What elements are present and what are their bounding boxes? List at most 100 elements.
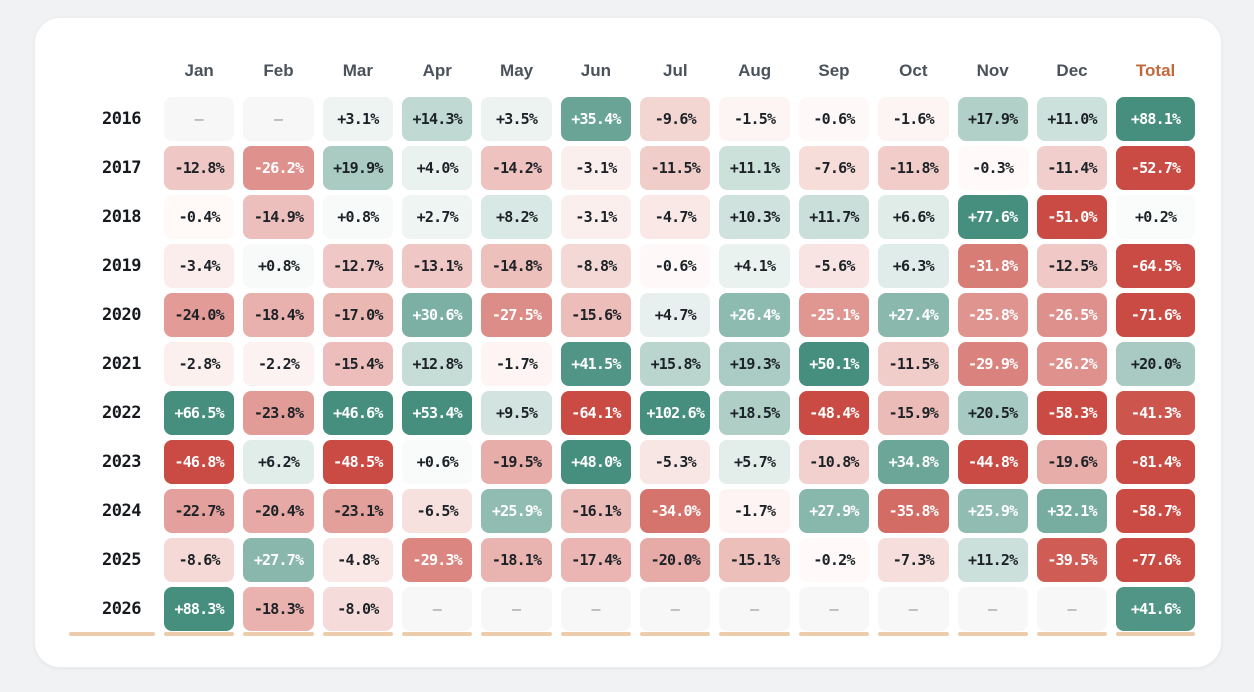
heatmap-cell-2021-dec: -26.2% — [1036, 342, 1108, 386]
heatmap-cell-2024-feb: -20.4% — [243, 489, 314, 533]
column-header-feb: Feb — [263, 61, 294, 80]
heatmap-cell-2026-dec: – — [1036, 587, 1108, 636]
total-cell-2019: -64.5% — [1116, 244, 1195, 288]
row-year-label: 2016 — [102, 109, 141, 129]
heatmap-cell-2021-aug: +19.3% — [719, 342, 790, 386]
heatmap-cell-2023-nov: -44.8% — [957, 440, 1028, 484]
heatmap-cell-2026-mar: -8.0% — [322, 587, 394, 636]
heatmap-cell-2026-oct: – — [878, 587, 949, 636]
row-year-label: 2021 — [102, 354, 141, 374]
heatmap-cell-2021-nov: -29.9% — [957, 342, 1028, 386]
heatmap-cell-2018-dec: -51.0% — [1036, 195, 1108, 239]
heatmap-cell-2018-oct: +6.6% — [878, 195, 949, 239]
heatmap-cell-2024-aug: -1.7% — [719, 489, 790, 533]
heatmap-cell-2017-dec: -11.4% — [1036, 146, 1108, 190]
heatmap-cell-2016-feb: – — [243, 97, 314, 141]
heatmap-cell-2022-sep: -48.4% — [798, 391, 870, 435]
heatmap-cell-2026-jun: – — [560, 587, 632, 636]
total-cell-2016: +88.1% — [1116, 97, 1195, 141]
heatmap-cell-2018-may: +8.2% — [481, 195, 552, 239]
row-year-label: 2018 — [102, 207, 141, 227]
heatmap-cell-2020-sep: -25.1% — [798, 293, 870, 337]
heatmap-cell-2024-mar: -23.1% — [322, 489, 394, 533]
row-year-label: 2024 — [102, 501, 141, 521]
column-header-apr: Apr — [422, 61, 452, 80]
total-cell-2018: +0.2% — [1116, 195, 1195, 239]
heatmap-cell-2020-may: -27.5% — [481, 293, 552, 337]
heatmap-cell-2020-apr: +30.6% — [402, 293, 473, 337]
heatmap-cell-2023-mar: -48.5% — [322, 440, 394, 484]
column-header-jan: Jan — [184, 61, 214, 80]
heatmap-cell-2026-apr: – — [402, 587, 473, 636]
heatmap-cell-2018-jun: -3.1% — [560, 195, 632, 239]
heatmap-cell-2021-jul: +15.8% — [640, 342, 711, 386]
column-header-may: May — [500, 61, 534, 80]
heatmap-cell-2020-jan: -24.0% — [164, 293, 235, 337]
heatmap-cell-2021-sep: +50.1% — [798, 342, 870, 386]
heatmap-cell-2022-aug: +18.5% — [719, 391, 790, 435]
heatmap-cell-2022-jun: -64.1% — [560, 391, 632, 435]
heatmap-cell-2025-jan: -8.6% — [164, 538, 235, 582]
heatmap-cell-2025-sep: -0.2% — [798, 538, 870, 582]
column-header-nov: Nov — [976, 61, 1009, 80]
row-year-label: 2020 — [102, 305, 141, 325]
monthly-returns-card: Jan Feb Mar Apr May Jun Jul Aug Sep Oct Nov Dec Tota… — [34, 17, 1222, 668]
heatmap-cell-2018-mar: +0.8% — [322, 195, 394, 239]
heatmap-cell-2017-aug: +11.1% — [719, 146, 790, 190]
heatmap-cell-2016-may: +3.5% — [481, 97, 552, 141]
heatmap-cell-2018-apr: +2.7% — [402, 195, 473, 239]
heatmap-cell-2019-apr: -13.1% — [402, 244, 473, 288]
heatmap-cell-2022-may: +9.5% — [481, 391, 552, 435]
heatmap-cell-2025-may: -18.1% — [481, 538, 552, 582]
heatmap-cell-2020-mar: -17.0% — [322, 293, 394, 337]
heatmap-cell-2020-aug: +26.4% — [719, 293, 790, 337]
heatmap-cell-2023-apr: +0.6% — [402, 440, 473, 484]
heatmap-cell-2019-nov: -31.8% — [957, 244, 1028, 288]
heatmap-cell-2018-jan: -0.4% — [164, 195, 235, 239]
heatmap-cell-2026-jul: – — [640, 587, 711, 636]
heatmap-cell-2019-oct: +6.3% — [878, 244, 949, 288]
heatmap-cell-2016-jun: +35.4% — [560, 97, 632, 141]
heatmap-cell-2020-nov: -25.8% — [957, 293, 1028, 337]
heatmap-cell-2023-feb: +6.2% — [243, 440, 314, 484]
heatmap-cell-2023-aug: +5.7% — [719, 440, 790, 484]
heatmap-cell-2017-nov: -0.3% — [957, 146, 1028, 190]
heatmap-cell-2022-mar: +46.6% — [322, 391, 394, 435]
heatmap-cell-2022-dec: -58.3% — [1036, 391, 1108, 435]
row-year-label: 2025 — [102, 550, 141, 570]
heatmap-cell-2024-dec: +32.1% — [1036, 489, 1108, 533]
heatmap-cell-2024-jun: -16.1% — [560, 489, 632, 533]
heatmap-cell-2021-apr: +12.8% — [402, 342, 473, 386]
total-cell-2017: -52.7% — [1116, 146, 1195, 190]
heatmap-cell-2016-jan: – — [164, 97, 235, 141]
heatmap-cell-2022-oct: -15.9% — [878, 391, 949, 435]
heatmap-cell-2019-dec: -12.5% — [1036, 244, 1108, 288]
heatmap-cell-2025-apr: -29.3% — [402, 538, 473, 582]
heatmap-cell-2022-jan: +66.5% — [164, 391, 235, 435]
heatmap-cell-2017-apr: +4.0% — [402, 146, 473, 190]
heatmap-cell-2016-mar: +3.1% — [322, 97, 394, 141]
heatmap-cell-2025-jul: -20.0% — [640, 538, 711, 582]
heatmap-cell-2017-jun: -3.1% — [560, 146, 632, 190]
row-year-label: 2022 — [102, 403, 141, 423]
heatmap-cell-2016-sep: -0.6% — [798, 97, 870, 141]
heatmap-cell-2019-aug: +4.1% — [719, 244, 790, 288]
column-header-sep: Sep — [818, 61, 850, 80]
heatmap-cell-2021-feb: -2.2% — [243, 342, 314, 386]
heatmap-cell-2025-dec: -39.5% — [1036, 538, 1108, 582]
heatmap-cell-2018-nov: +77.6% — [957, 195, 1028, 239]
column-header-jul: Jul — [662, 61, 688, 80]
heatmap-cell-2025-nov: +11.2% — [957, 538, 1028, 582]
heatmap-cell-2022-apr: +53.4% — [402, 391, 473, 435]
heatmap-cell-2018-aug: +10.3% — [719, 195, 790, 239]
heatmap-cell-2021-jan: -2.8% — [164, 342, 235, 386]
heatmap-cell-2024-sep: +27.9% — [798, 489, 870, 533]
column-header-oct: Oct — [899, 61, 928, 80]
column-header-dec: Dec — [1056, 61, 1088, 80]
heatmap-cell-2020-jun: -15.6% — [560, 293, 632, 337]
heatmap-cell-2018-jul: -4.7% — [640, 195, 711, 239]
heatmap-cell-2020-jul: +4.7% — [640, 293, 711, 337]
column-header-aug: Aug — [738, 61, 772, 80]
heatmap-cell-2023-sep: -10.8% — [798, 440, 870, 484]
heatmap-cell-2025-mar: -4.8% — [322, 538, 394, 582]
